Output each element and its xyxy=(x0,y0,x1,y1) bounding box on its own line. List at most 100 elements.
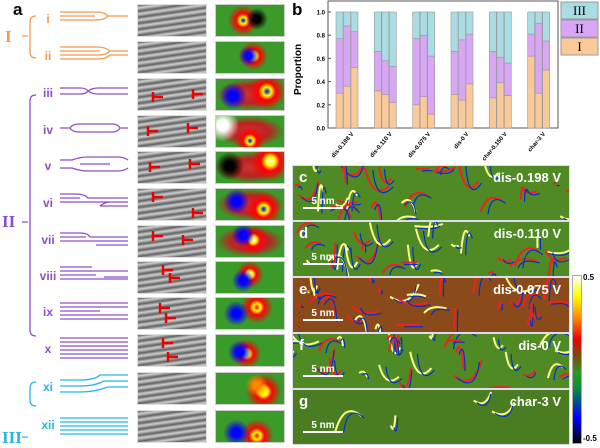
bar-char-0.150 V-1-series-III xyxy=(489,11,497,52)
bar-dis-0.075 V-3-series-III xyxy=(427,11,435,57)
map-condition-label: dis-0 V xyxy=(518,338,561,353)
row-label-ii: ii xyxy=(44,49,52,63)
bar-char-3 V-1-series-I xyxy=(527,55,535,129)
y-tick-label: 1.0 xyxy=(317,11,326,17)
dislocation-marker xyxy=(164,313,176,323)
strain-map-xii xyxy=(215,410,285,443)
dislocation-marker xyxy=(181,235,193,245)
dislocation-schematic-x xyxy=(60,337,128,359)
bar-dis-0.198 V-3-series-II xyxy=(350,31,359,68)
strain-map-panel-d: d dis-0.110 V 5 nm xyxy=(292,221,570,277)
proportion-bar-chart: 0.0 0.2 0.4 0.6 0.8 1.0 dis-0.198 V dis-0.110 V… xyxy=(317,0,599,162)
x-tick-label: dis-0.110 V xyxy=(369,131,394,159)
legend-label-III: III xyxy=(573,3,586,18)
scale-bar: 5 nm xyxy=(303,420,343,433)
row-label-i: i xyxy=(46,12,50,26)
bar-dis-0.198 V-1-series-I xyxy=(335,92,344,129)
row-label-ix: ix xyxy=(42,305,53,319)
y-tick-label: 0.0 xyxy=(317,127,326,133)
bar-dis-0.110 V-1-series-III xyxy=(374,11,382,52)
row-label-x: x xyxy=(44,342,52,356)
colorbar xyxy=(572,275,582,444)
bar-char-3 V-3-series-I xyxy=(542,69,550,129)
hrtem-image-x xyxy=(137,334,207,367)
bar-char-3 V-2-series-III xyxy=(534,11,543,24)
y-tick-label: 0.6 xyxy=(317,57,326,63)
dislocation-marker xyxy=(166,352,178,362)
dislocation-schematic-vi xyxy=(60,193,128,207)
group-label-I: I xyxy=(5,27,12,46)
bar-dis-0.110 V-3-series-III xyxy=(389,11,397,67)
bar-char-0.150 V-2-series-II xyxy=(496,56,505,84)
strain-map-xi xyxy=(215,372,285,405)
bar-dis-0.075 V-1-series-II xyxy=(412,38,420,106)
bar-dis-0 V-2-series-II xyxy=(458,39,466,101)
panel-label-d: d xyxy=(299,225,309,242)
dislocation-marker xyxy=(146,126,158,136)
x-tick-label: char-0.150 V xyxy=(482,131,509,162)
strain-map-i xyxy=(215,4,285,37)
bar-dis-0.110 V-3-series-II xyxy=(389,66,397,103)
panel-label-c: c xyxy=(299,169,308,186)
colorbar-max: 0.5 xyxy=(583,273,595,282)
bar-dis-0.110 V-3-series-I xyxy=(389,102,397,129)
strain-map-iv xyxy=(215,115,285,148)
row-label-iii: iii xyxy=(42,86,53,100)
dislocation-marker xyxy=(151,192,163,202)
strain-map-panel-f: f dis-0 V 5 nm xyxy=(292,333,570,389)
dislocation-schematic-xi xyxy=(60,374,128,393)
bar-char-3 V-3-series-III xyxy=(542,11,550,42)
strain-map-viii xyxy=(215,261,285,294)
hrtem-image-vii xyxy=(137,225,207,258)
strain-map-vi xyxy=(215,188,285,221)
y-tick-label: 0.8 xyxy=(317,34,326,40)
bar-dis-0 V-3-series-II xyxy=(465,33,474,85)
bar-dis-0.075 V-3-series-II xyxy=(427,55,435,115)
bar-char-3 V-2-series-I xyxy=(534,92,543,129)
bar-dis-0.075 V-1-series-III xyxy=(412,11,420,39)
map-condition-label: dis-0.110 V xyxy=(493,226,561,241)
bar-dis-0.198 V-1-series-III xyxy=(335,11,344,39)
hrtem-image-i xyxy=(137,4,233,37)
colorbar-min: -0.5 xyxy=(583,434,597,443)
bar-dis-0.198 V-3-series-I xyxy=(350,67,359,129)
dislocation-schematic-i xyxy=(60,11,128,21)
dislocation-marker xyxy=(161,338,173,348)
strain-map-ii xyxy=(215,41,285,74)
hrtem-image-viii xyxy=(137,261,207,294)
bar-dis-0.110 V-2-series-III xyxy=(381,11,390,62)
bar-dis-0.075 V-1-series-I xyxy=(412,104,420,129)
bar-dis-0 V-2-series-I xyxy=(458,99,466,129)
hrtem-image-ii xyxy=(137,41,218,74)
bar-dis-0.198 V-2-series-III xyxy=(343,11,351,27)
bar-char-0.150 V-1-series-II xyxy=(489,51,497,99)
strain-map-panel-e: e dis-0.075 V 5 nm xyxy=(292,277,570,333)
group-label-II: II xyxy=(2,212,16,231)
x-tick-label: dis-0.075 V xyxy=(407,131,432,159)
bar-dis-0.110 V-2-series-II xyxy=(381,60,390,95)
dislocation-schematic-ix xyxy=(60,302,128,320)
row-label-v: v xyxy=(44,159,52,173)
strain-map-x xyxy=(215,334,285,367)
legend-label-II: II xyxy=(575,21,584,36)
dislocation-schematic-ii xyxy=(60,46,128,60)
row-label-vi: vi xyxy=(42,196,53,210)
bar-dis-0.198 V-3-series-III xyxy=(350,11,359,33)
strain-map-vii xyxy=(215,225,285,258)
bar-dis-0.198 V-2-series-I xyxy=(343,85,351,129)
bar-dis-0 V-3-series-I xyxy=(465,83,474,129)
x-tick-label: char-3 V xyxy=(527,131,547,153)
bar-char-3 V-1-series-II xyxy=(527,33,535,57)
strain-pattern xyxy=(296,222,569,276)
legend-swatch-I xyxy=(560,37,599,56)
dislocation-schematic-iv xyxy=(60,123,128,133)
map-condition-label: char-3 V xyxy=(509,394,561,409)
panel-label-f: f xyxy=(299,337,304,354)
bar-dis-0 V-1-series-II xyxy=(450,51,459,95)
scale-bar: 5 nm xyxy=(303,364,343,377)
row-label-iv: iv xyxy=(42,123,53,137)
legend-label-I: I xyxy=(577,39,581,54)
strain-map-ix xyxy=(215,297,285,330)
dislocation-schematic-v xyxy=(60,156,129,172)
row-label-xi: xi xyxy=(42,380,53,394)
